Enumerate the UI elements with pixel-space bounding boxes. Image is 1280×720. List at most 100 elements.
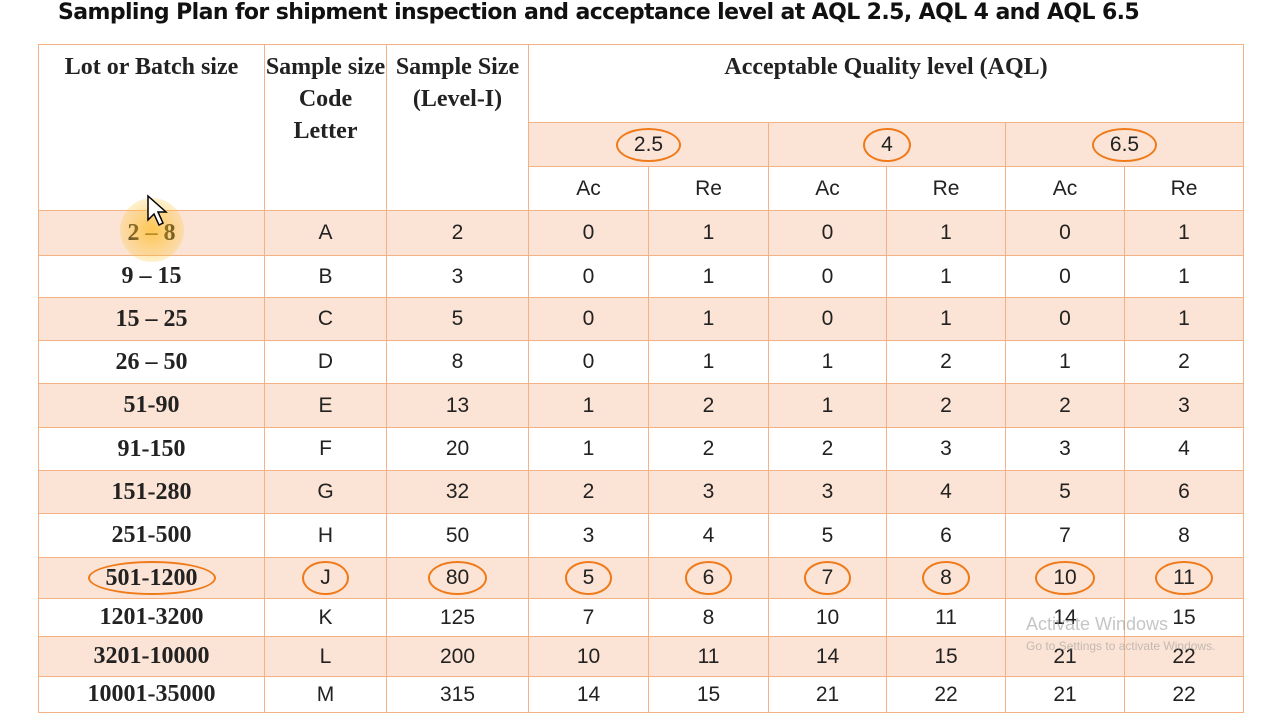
table-cell: 8 [386, 340, 529, 384]
table-cell: 3 [1124, 383, 1244, 428]
table-cell: 3 [768, 470, 887, 514]
table-cell: 501-1200 [38, 557, 265, 599]
aql-level: 4 [768, 122, 1006, 167]
table-cell: 2 [886, 340, 1006, 384]
table-cell: 10 [1005, 557, 1125, 599]
table-cell: 1 [528, 383, 649, 428]
table-row: 151-280 G 32 2 3 3 4 5 6 [38, 470, 1244, 514]
table-cell: 0 [768, 255, 887, 298]
table-cell: E [264, 383, 387, 428]
table-cell: 10001-35000 [38, 676, 265, 713]
table-cell: M [264, 676, 387, 713]
table-cell: 3 [886, 427, 1006, 471]
table-cell: F [264, 427, 387, 471]
table-row: 15 – 25 C 5 0 1 0 1 0 1 [38, 297, 1244, 341]
table-cell: L [264, 636, 387, 677]
table-cell: 2 [1005, 383, 1125, 428]
table-cell: K [264, 598, 387, 637]
table-cell: 5 [768, 513, 887, 558]
circled-value: 5 [564, 561, 613, 595]
table-cell: 0 [1005, 297, 1125, 341]
table-cell: 15 [1124, 598, 1244, 637]
circled-value: J [302, 561, 349, 595]
table-cell: 0 [528, 210, 649, 256]
table-cell: J [264, 557, 387, 599]
table-row: 26 – 50 D 8 0 1 1 2 1 2 [38, 340, 1244, 384]
table-cell: 32 [386, 470, 529, 514]
table-cell: 2 [648, 383, 769, 428]
subheader-cell: Ac [768, 166, 887, 211]
table-cell: 7 [768, 557, 887, 599]
table-cell: 14 [768, 636, 887, 677]
table-cell: 14 [1005, 598, 1125, 637]
table-cell: 22 [886, 676, 1006, 713]
table-cell: 50 [386, 513, 529, 558]
table-cell: 125 [386, 598, 529, 637]
table-cell: 13 [386, 383, 529, 428]
table-row: 91-150 F 20 1 2 2 3 3 4 [38, 427, 1244, 471]
subheader-cell: Ac [1005, 166, 1125, 211]
table-cell: G [264, 470, 387, 514]
table-cell: 3 [528, 513, 649, 558]
table-cell: 1 [1124, 255, 1244, 298]
table-cell: 15 [648, 676, 769, 713]
circled-value: 501-1200 [87, 561, 216, 595]
table-row: 2 – 8A2010101 [38, 210, 1244, 256]
table-cell: 0 [768, 210, 887, 256]
table-cell: 2 [528, 470, 649, 514]
table-cell: 1 [648, 297, 769, 341]
circled-value: 10 [1035, 561, 1095, 595]
subheader-cell: Re [648, 166, 769, 211]
watermark-text: Go to Settings to activate Windows. [1026, 639, 1216, 653]
table-cell: 5 [1005, 470, 1125, 514]
table-cell: 3 [1005, 427, 1125, 471]
table-cell: 2 [768, 427, 887, 471]
table-cell: 1 [1124, 210, 1244, 256]
circled-value: 8 [922, 561, 970, 595]
table-cell: 3201-10000 [38, 636, 265, 677]
table-cell: 22 [1124, 676, 1244, 713]
table-cell: 251-500 [38, 513, 265, 558]
table-cell: 0 [528, 297, 649, 341]
table-cell: 21 [768, 676, 887, 713]
table-cell: 22 [1124, 636, 1244, 677]
table-cell: 1 [1005, 340, 1125, 384]
table-cell: 6 [1124, 470, 1244, 514]
table-cell: 7 [1005, 513, 1125, 558]
table-cell: 0 [528, 340, 649, 384]
table-cell: 11 [1124, 557, 1244, 599]
table-cell: 20 [386, 427, 529, 471]
sampling-table: Lot or Batch size Sample size Code Lette… [38, 44, 1244, 713]
table-cell: 6 [648, 557, 769, 599]
table-cell: 1 [648, 340, 769, 384]
table-cell: 3 [648, 470, 769, 514]
table-row: 251-500 H 50 3 4 5 6 7 8 [38, 513, 1244, 558]
table-cell: 151-280 [38, 470, 265, 514]
table-cell: B [264, 255, 387, 298]
table-cell: 21 [1005, 636, 1125, 677]
table-cell: 1 [648, 255, 769, 298]
table-cell: 0 [528, 255, 649, 298]
table-cell: 10 [528, 636, 649, 677]
header-cell: Lot or Batch size [38, 44, 265, 211]
subheader-cell: Re [1124, 166, 1244, 211]
table-cell: 11 [886, 598, 1006, 637]
table-cell: 11 [648, 636, 769, 677]
table-cell: 26 – 50 [38, 340, 265, 384]
table-cell: 80 [386, 557, 529, 599]
header-cell: Acceptable Quality level (AQL) [528, 44, 1244, 123]
table-cell: 4 [648, 513, 769, 558]
table-cell: 1 [886, 297, 1006, 341]
table-cell: 1 [886, 210, 1006, 256]
table-cell: 7 [528, 598, 649, 637]
watermark-title: Activate Windows [1026, 614, 1169, 634]
table-cell: 15 – 25 [38, 297, 265, 341]
table-cell: 0 [1005, 210, 1125, 256]
table-cell: A [264, 210, 387, 256]
title: Sampling Plan for shipment inspection an… [58, 0, 1140, 25]
circled-value: 2.5 [615, 127, 682, 162]
table-row: 501-1200 J 80 5 6 7 8 10 11 [38, 557, 1244, 599]
cursor [147, 194, 168, 227]
table-cell: 1 [886, 255, 1006, 298]
